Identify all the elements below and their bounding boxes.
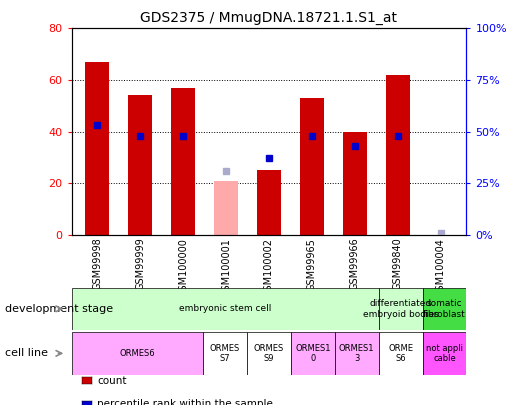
Bar xyxy=(171,88,195,235)
Text: ORMES6: ORMES6 xyxy=(120,349,155,358)
Bar xyxy=(72,332,203,375)
Bar xyxy=(335,332,378,375)
Text: ORMES1
3: ORMES1 3 xyxy=(339,344,375,363)
Bar xyxy=(343,132,367,235)
Bar xyxy=(422,332,466,375)
Bar xyxy=(300,98,324,235)
Bar xyxy=(247,332,291,375)
Text: ORMES
S7: ORMES S7 xyxy=(210,344,240,363)
Bar xyxy=(257,171,281,235)
Bar xyxy=(203,332,247,375)
Text: embryonic stem cell: embryonic stem cell xyxy=(179,304,271,313)
Text: ORMES
S9: ORMES S9 xyxy=(254,344,284,363)
Text: somatic
fibroblast: somatic fibroblast xyxy=(423,299,466,318)
Bar xyxy=(378,288,422,330)
Bar xyxy=(214,181,238,235)
Bar xyxy=(72,288,378,330)
Text: development stage: development stage xyxy=(5,304,113,314)
Title: GDS2375 / MmugDNA.18721.1.S1_at: GDS2375 / MmugDNA.18721.1.S1_at xyxy=(140,11,398,25)
Text: cell line: cell line xyxy=(5,348,48,358)
Bar xyxy=(422,288,466,330)
Text: ORME
S6: ORME S6 xyxy=(388,344,413,363)
Bar xyxy=(291,332,335,375)
Bar xyxy=(386,75,410,235)
Bar xyxy=(128,96,152,235)
Bar xyxy=(85,62,109,235)
Text: percentile rank within the sample: percentile rank within the sample xyxy=(97,399,273,405)
Text: not appli
cable: not appli cable xyxy=(426,344,463,363)
Bar xyxy=(378,332,422,375)
Text: count: count xyxy=(97,376,127,386)
Text: ORMES1
0: ORMES1 0 xyxy=(295,344,331,363)
Text: differentiated
embryoid bodies: differentiated embryoid bodies xyxy=(363,299,438,318)
